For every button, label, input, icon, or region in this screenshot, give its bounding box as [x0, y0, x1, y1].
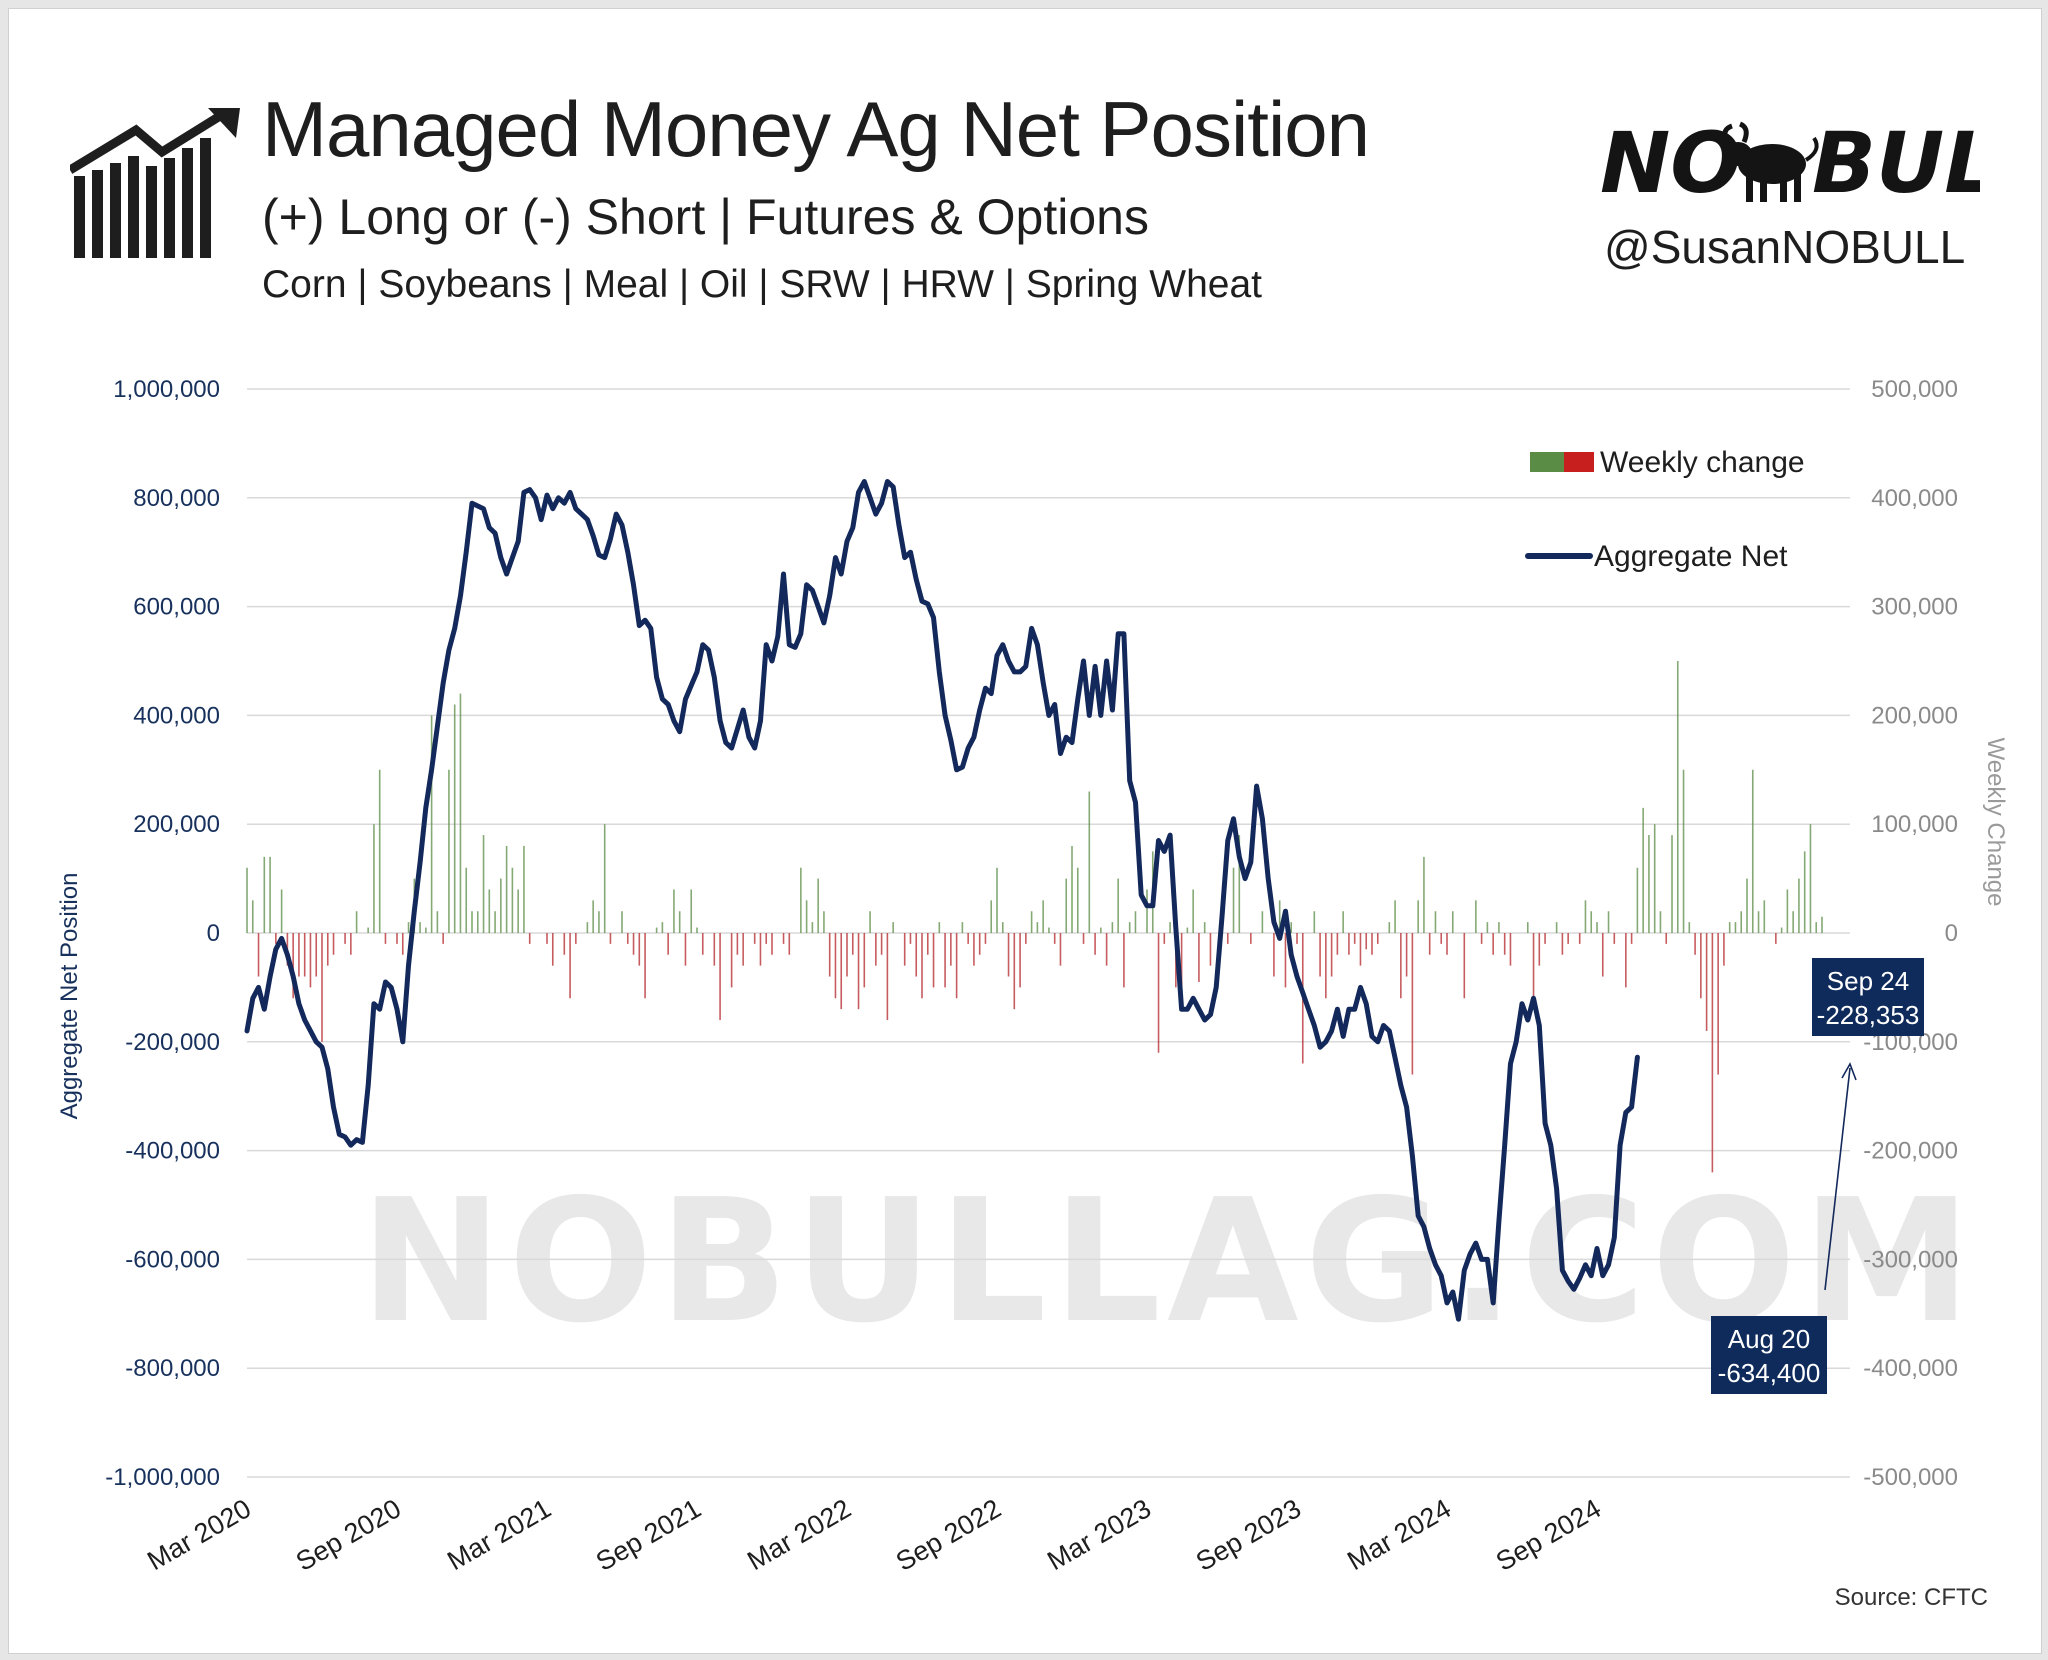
left-axis-tick-label: -400,000 [125, 1138, 220, 1165]
x-axis-tick-label: Sep 2024 [1491, 1493, 1606, 1577]
right-axis-tick-label: -500,000 [1863, 1464, 1958, 1491]
right-axis-tick-label: 200,000 [1871, 702, 1958, 729]
brand-text-no: NO [1600, 114, 1742, 212]
callout-latest-box [1812, 958, 1924, 1036]
x-axis-ticks: Mar 2020 Sep 2020 Mar 2021 Sep 2021 Mar 2022… [142, 1493, 1606, 1577]
right-axis-tick-label: 500,000 [1871, 376, 1958, 403]
right-axis-tick-label: 0 [1945, 920, 1958, 947]
chart-subtitle: (+) Long or (-) Short | Futures & Option… [262, 189, 1149, 245]
callout-low: Aug 20 -634,400 [1711, 1316, 1827, 1394]
left-axis-tick-label: 0 [207, 920, 220, 947]
left-axis-tick-label: 200,000 [133, 811, 220, 838]
left-axis-tick-label: 600,000 [133, 594, 220, 621]
chart-logo-icon [70, 108, 240, 258]
x-axis-tick-label: Mar 2021 [442, 1493, 556, 1576]
left-axis-tick-label: -600,000 [125, 1246, 220, 1273]
social-handle: @SusanNOBULL [1604, 221, 1966, 273]
left-axis-tick-label: 1,000,000 [113, 376, 220, 403]
left-axis-ticks: 1,000,000 800,000 600,000 400,000 200,000 0 -2… [105, 376, 220, 1491]
chart-card [8, 8, 2042, 1654]
right-axis-title: Weekly Change [1982, 738, 2009, 907]
aggregate-net-line [244, 479, 1640, 1322]
x-axis-tick-label: Sep 2022 [891, 1493, 1006, 1577]
left-axis-tick-label: 800,000 [133, 485, 220, 512]
brand-text-bull: BULL [1812, 114, 1980, 212]
right-axis-tick-label: 300,000 [1871, 594, 1958, 621]
chart-title: Managed Money Ag Net Position [262, 85, 1370, 173]
x-axis-tick-label: Sep 2023 [1191, 1493, 1306, 1577]
x-axis-tick-label: Mar 2022 [742, 1493, 856, 1576]
legend-label-weekly-change: Weekly change [1600, 446, 1805, 479]
right-axis-tick-label: -300,000 [1863, 1246, 1958, 1273]
callout-low-box [1711, 1316, 1827, 1394]
left-axis-tick-label: -800,000 [125, 1355, 220, 1382]
x-axis-tick-label: Sep 2020 [291, 1493, 406, 1577]
source-note: Source: CFTC [1834, 1584, 1988, 1611]
bull-icon [1722, 121, 1819, 202]
commodity-list: Corn | Soybeans | Meal | Oil | SRW | HRW… [262, 263, 1263, 306]
right-axis-tick-label: -200,000 [1863, 1138, 1958, 1165]
left-axis-tick-label: -200,000 [125, 1029, 220, 1056]
legend-swatch-negative [1564, 452, 1594, 472]
left-axis-tick-label: 400,000 [133, 702, 220, 729]
brand-logo: NO BULL [1600, 114, 1980, 212]
callout-latest-date: Sep 24 [1827, 966, 1909, 996]
x-axis-tick-label: Mar 2024 [1342, 1493, 1456, 1576]
callout-low-date: Aug 20 [1728, 1324, 1810, 1354]
gridlines [247, 388, 1850, 1478]
legend-label-aggregate-net: Aggregate Net [1594, 540, 1788, 573]
left-axis-title: Aggregate Net Position [56, 873, 83, 1120]
right-axis-tick-label: 100,000 [1871, 811, 1958, 838]
watermark: NOBULLAG.COM [360, 1163, 1977, 1361]
callout-latest-value: -228,353 [1817, 1000, 1920, 1030]
right-axis-tick-label: 400,000 [1871, 485, 1958, 512]
legend-swatch-positive [1530, 452, 1564, 472]
legend: Weekly change Aggregate Net [1525, 446, 1805, 573]
weekly-change-bars [246, 661, 1823, 1173]
x-axis-tick-label: Sep 2021 [591, 1493, 706, 1577]
callout-latest: Sep 24 -228,353 [1812, 958, 1924, 1036]
callout-low-value: -634,400 [1718, 1358, 1821, 1388]
right-axis-ticks: 500,000400,000300,000200,000100,0000-100… [1863, 376, 1958, 1491]
x-axis-tick-label: Mar 2020 [142, 1493, 256, 1576]
right-axis-tick-label: -400,000 [1863, 1355, 1958, 1382]
x-axis-tick-label: Mar 2023 [1042, 1493, 1156, 1576]
trend-arrow [1824, 1062, 1857, 1291]
left-axis-tick-label: -1,000,000 [105, 1464, 220, 1491]
